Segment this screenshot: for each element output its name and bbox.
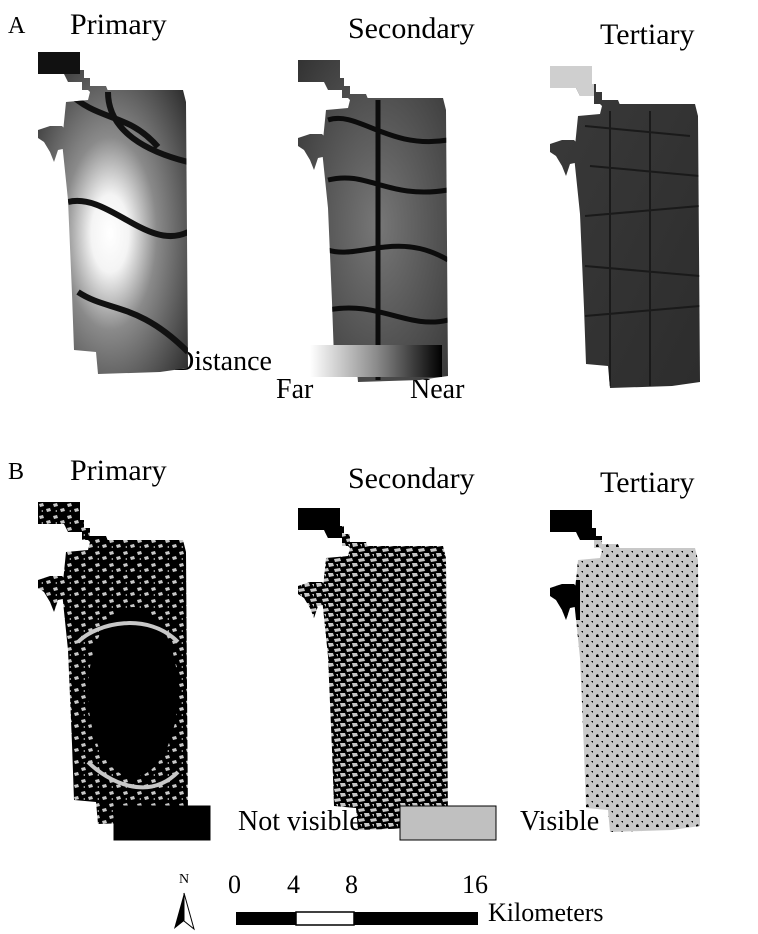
distance-legend-ramp — [310, 345, 442, 377]
north-arrow-icon — [174, 892, 195, 931]
scale-tick-0: 0 — [228, 870, 241, 899]
distance-legend-label: Distance — [174, 346, 272, 377]
panel-a-title-tertiary: Tertiary — [600, 18, 695, 51]
panel-b-title-primary: Primary — [70, 454, 167, 487]
map-b-tertiary — [550, 510, 700, 832]
legend-visible-label: Visible — [520, 806, 600, 837]
legend-not-visible-swatch — [113, 805, 211, 841]
map-a-primary — [38, 52, 188, 374]
panel-b-title-secondary: Secondary — [348, 462, 475, 495]
panel-a-title-primary: Primary — [70, 8, 167, 41]
panel-a-letter: A — [8, 13, 26, 39]
scale-tick-4: 4 — [287, 870, 300, 899]
north-arrow-label: N — [179, 872, 190, 887]
scale-unit: Kilometers — [488, 898, 604, 927]
panel-b-letter: B — [8, 459, 25, 485]
scale-bar — [236, 911, 478, 926]
distance-legend-near: Near — [410, 374, 465, 405]
map-a-secondary — [298, 60, 448, 382]
map-b-primary — [38, 502, 188, 824]
legend-not-visible-label: Not visible — [238, 806, 362, 837]
distance-legend-far: Far — [276, 374, 314, 405]
panel-a-title-secondary: Secondary — [348, 12, 475, 45]
map-a-tertiary — [550, 66, 700, 388]
scale-tick-16: 16 — [462, 870, 488, 899]
legend-visible-swatch — [399, 805, 497, 841]
scale-tick-8: 8 — [345, 870, 358, 899]
map-b-secondary — [298, 508, 448, 830]
panel-b-title-tertiary: Tertiary — [600, 466, 695, 499]
